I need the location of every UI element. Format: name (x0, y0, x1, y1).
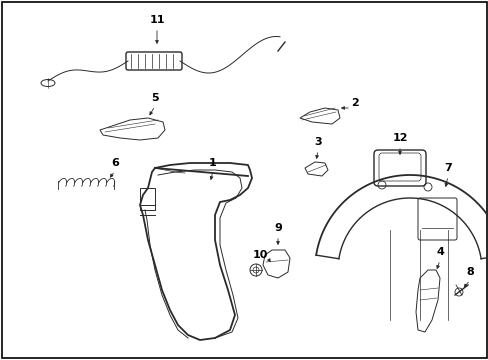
Text: 4: 4 (435, 247, 443, 257)
Text: 3: 3 (314, 137, 321, 147)
Text: 8: 8 (465, 267, 473, 277)
Text: 11: 11 (149, 15, 164, 25)
Text: 7: 7 (443, 163, 451, 173)
Text: 2: 2 (350, 98, 358, 108)
Text: 10: 10 (252, 250, 267, 260)
Text: 1: 1 (209, 158, 217, 168)
Text: 6: 6 (111, 158, 119, 168)
Text: 5: 5 (151, 93, 159, 103)
Text: 9: 9 (273, 223, 282, 233)
Bar (140, 188, 155, 210)
Text: 12: 12 (391, 133, 407, 143)
